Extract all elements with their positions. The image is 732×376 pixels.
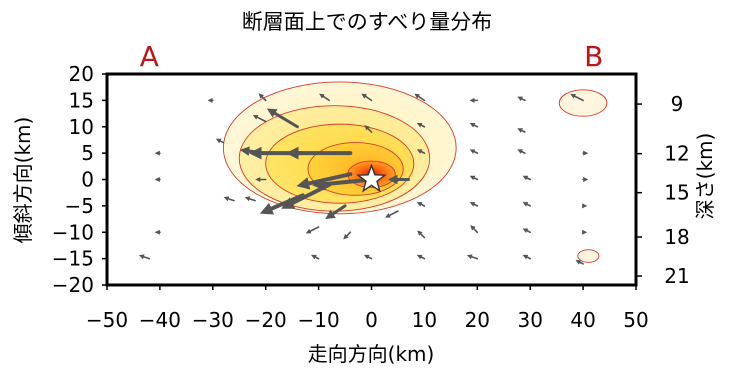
x-tick-label: 50 — [623, 308, 648, 332]
slip-vector — [325, 204, 347, 220]
slip-vector — [470, 225, 479, 234]
slip-vector — [469, 202, 479, 207]
plot-area — [138, 81, 608, 265]
y-tick-label: 10 — [69, 115, 94, 139]
slip-vector — [296, 172, 353, 190]
slip-vector — [466, 254, 479, 260]
slip-vector — [417, 230, 426, 239]
slip-contours — [222, 81, 608, 263]
slip-vectors — [138, 93, 589, 265]
slip-vector — [469, 175, 479, 181]
slip-vector — [266, 108, 299, 129]
slip-vector — [385, 210, 399, 218]
y2-tick-label: 9 — [671, 92, 684, 116]
y2-axis-ticks: 9 12 15 18 21 — [636, 92, 690, 288]
y-axis-label: 傾斜方向(km) — [11, 117, 35, 244]
slip-vector — [244, 196, 256, 202]
slip-vector — [522, 175, 532, 181]
slip-vector — [414, 93, 426, 102]
x-tick-label: −30 — [192, 308, 234, 332]
slip-vector — [319, 93, 330, 102]
x-tick-label: 10 — [412, 308, 437, 332]
x-tick-label: −40 — [139, 308, 181, 332]
y2-tick-label: 18 — [664, 225, 689, 249]
x-tick-label: 40 — [570, 308, 595, 332]
slip-vector — [469, 122, 479, 128]
x-tick-label: 30 — [517, 308, 542, 332]
x-tick-label: 20 — [465, 308, 490, 332]
slip-vector — [517, 96, 526, 102]
y-tick-label: −15 — [52, 247, 94, 271]
slip-vector — [138, 254, 151, 260]
y2-tick-label: 15 — [664, 181, 689, 205]
x-tick-label: −20 — [245, 308, 287, 332]
slip-vector — [570, 93, 584, 102]
y-tick-label: 5 — [81, 141, 94, 165]
chart-title: 断層面上でのすべり量分布 — [242, 10, 493, 34]
x-tick-label: −10 — [297, 308, 339, 332]
slip-vector — [258, 93, 267, 102]
slip-vector — [416, 122, 426, 128]
y2-tick-label: 21 — [664, 264, 689, 288]
y-tick-label: 15 — [69, 88, 94, 112]
slip-vector — [522, 254, 532, 260]
slip-vector — [239, 146, 268, 156]
slip-vector — [259, 193, 305, 215]
corner-label-b: B — [584, 40, 603, 73]
slip-vector — [361, 93, 373, 102]
slip-vector — [364, 124, 373, 133]
slip-vector — [517, 128, 526, 133]
x-tick-label: −50 — [86, 308, 128, 332]
slip-vector — [469, 149, 479, 154]
y-tick-label: −10 — [52, 220, 94, 244]
slip-vector — [311, 254, 320, 260]
slip-vector — [522, 228, 532, 234]
hypocenter-star — [356, 163, 387, 193]
slip-vector — [215, 138, 225, 144]
y2-axis-label: 深さ(km) — [693, 133, 717, 220]
slip-vector — [252, 115, 267, 123]
slip-vector — [416, 254, 426, 260]
slip-vector — [517, 149, 526, 154]
y-tick-label: −5 — [65, 194, 94, 218]
slip-vector — [416, 202, 426, 207]
hypocenter-marker — [356, 163, 387, 193]
slip-vector — [343, 231, 352, 240]
slip-vector — [281, 182, 332, 209]
slip-vector — [363, 254, 373, 260]
x-axis-label: 走向方向(km) — [308, 342, 435, 366]
slip-vector — [416, 149, 426, 154]
slip-vector — [305, 226, 320, 234]
slip-patch — [558, 89, 608, 117]
y-tick-label: 0 — [81, 168, 94, 192]
corner-label-a: A — [140, 40, 159, 73]
slip-vector — [223, 196, 235, 202]
y-tick-label: −20 — [52, 273, 94, 297]
x-axis-ticks: −50 −40 −30 −20 −10 0 10 20 30 40 50 — [86, 285, 649, 332]
y2-tick-label: 12 — [664, 142, 689, 166]
x-tick-label: 0 — [365, 308, 378, 332]
slip-vector — [575, 260, 584, 265]
slip-patch — [577, 249, 600, 263]
y-tick-label: 20 — [69, 62, 94, 86]
slip-vector — [522, 202, 532, 207]
